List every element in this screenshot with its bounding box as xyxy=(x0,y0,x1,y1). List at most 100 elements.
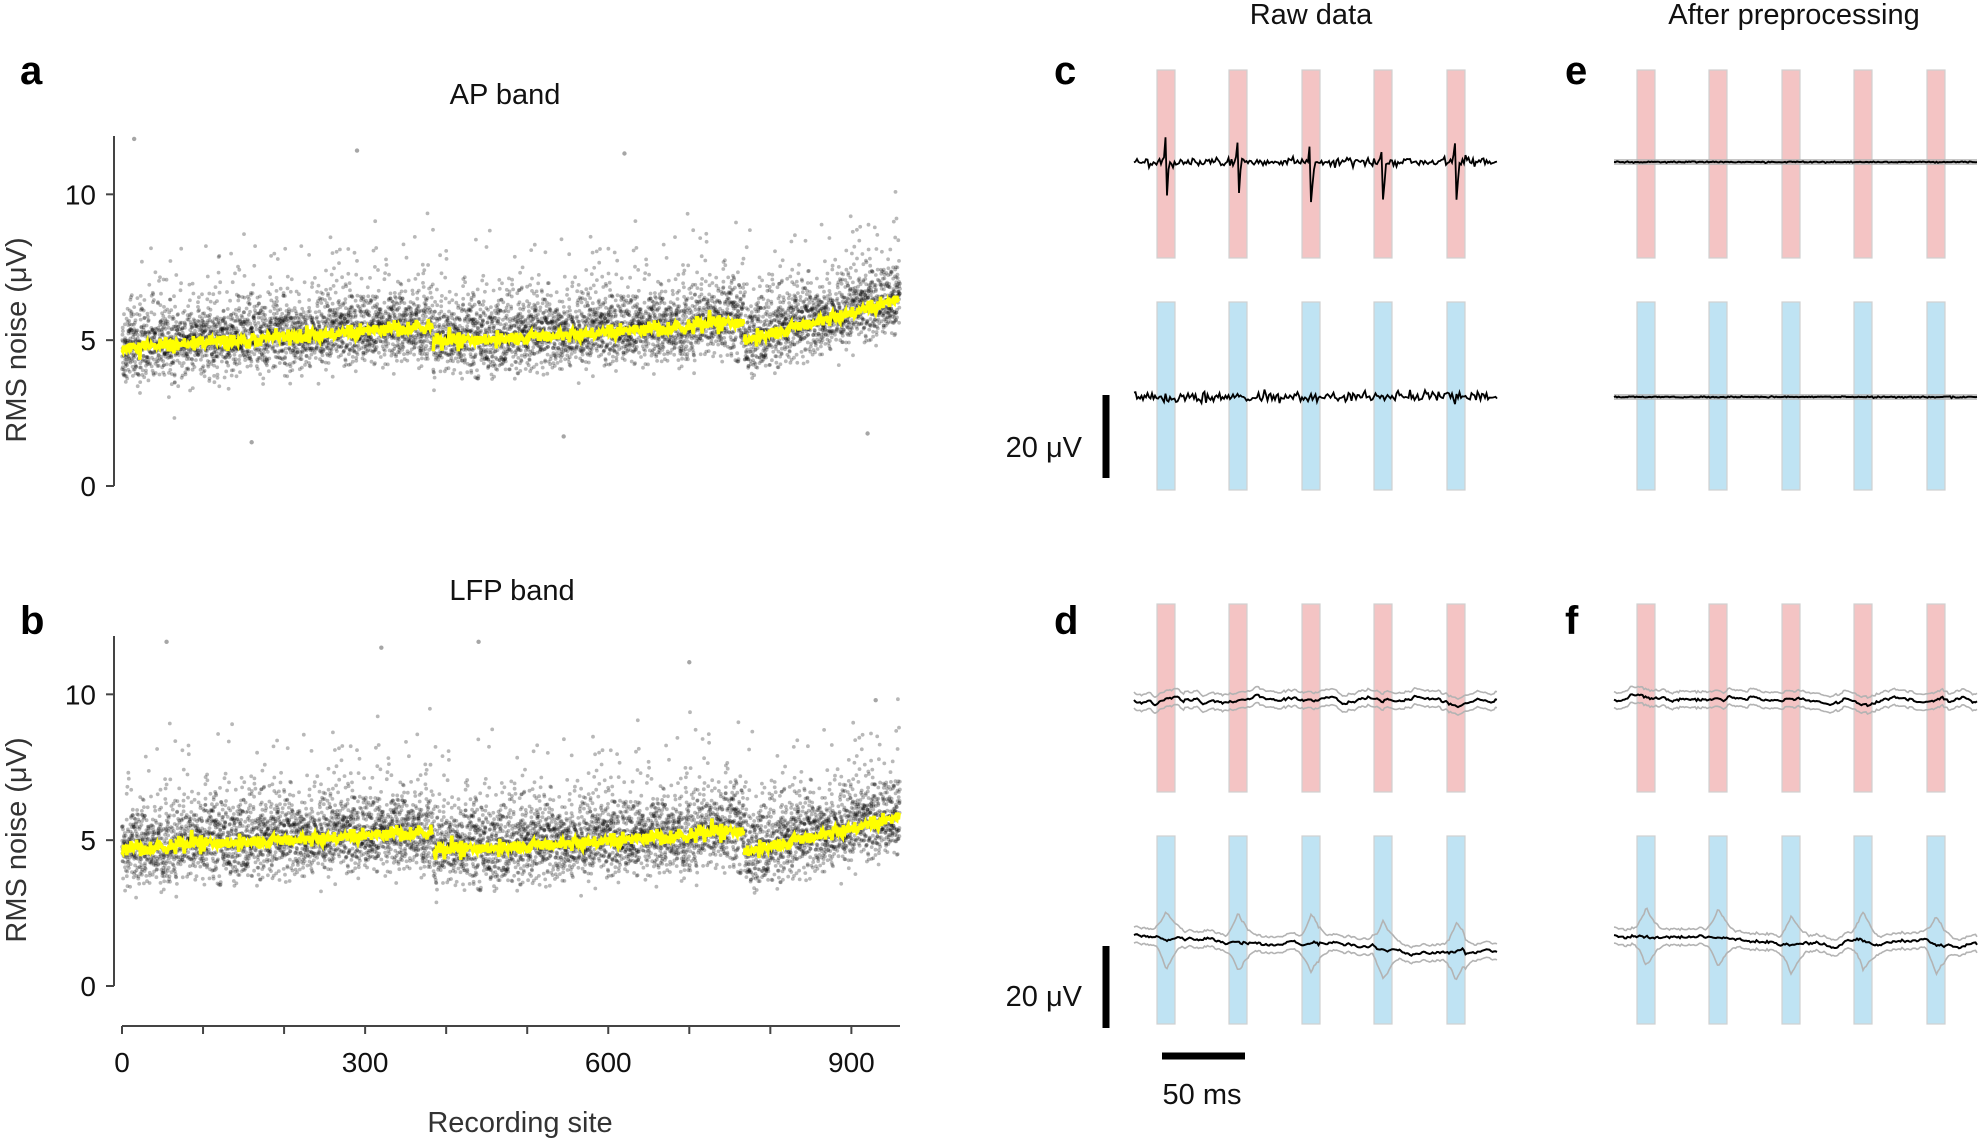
data-point xyxy=(635,295,640,299)
data-point xyxy=(382,352,387,357)
data-point xyxy=(362,358,367,363)
data-point xyxy=(265,363,269,368)
data-point xyxy=(128,336,133,341)
data-point xyxy=(388,315,393,319)
data-point xyxy=(386,341,391,346)
data-point xyxy=(280,311,285,316)
data-point xyxy=(501,300,506,305)
data-point xyxy=(125,320,130,324)
data-point xyxy=(602,348,607,353)
data-point xyxy=(307,305,311,310)
data-point xyxy=(206,364,211,369)
data-point xyxy=(288,289,293,294)
data-point xyxy=(135,336,140,341)
data-point xyxy=(124,357,129,362)
data-point xyxy=(176,384,181,389)
data-point xyxy=(479,328,483,333)
data-point xyxy=(676,358,681,362)
data-point xyxy=(143,330,147,335)
data-point xyxy=(393,315,397,320)
data-point xyxy=(285,286,290,291)
data-point xyxy=(652,372,656,376)
data-point xyxy=(632,318,637,323)
data-point xyxy=(497,278,502,282)
data-point xyxy=(642,277,647,281)
data-point xyxy=(140,259,144,264)
data-point xyxy=(377,350,381,355)
data-point xyxy=(301,310,306,315)
data-point xyxy=(354,356,359,360)
data-point xyxy=(595,278,599,282)
data-point xyxy=(120,332,125,337)
data-point xyxy=(134,330,139,335)
data-point xyxy=(138,302,142,306)
data-point xyxy=(335,310,339,315)
data-point xyxy=(123,322,127,327)
data-point xyxy=(145,311,150,316)
data-point xyxy=(320,359,325,364)
data-point xyxy=(255,367,260,371)
data-point xyxy=(500,281,504,286)
data-point xyxy=(420,356,424,361)
data-point xyxy=(284,303,289,308)
data-point xyxy=(208,299,213,304)
data-point xyxy=(421,285,426,289)
data-point xyxy=(611,359,615,364)
data-point xyxy=(346,271,351,276)
data-point xyxy=(283,294,287,298)
data-point xyxy=(242,310,247,315)
data-point xyxy=(343,297,348,301)
data-point xyxy=(231,368,236,372)
data-point xyxy=(519,348,523,353)
data-point xyxy=(579,300,584,305)
data-point xyxy=(250,291,255,296)
data-point xyxy=(468,309,473,313)
data-point xyxy=(138,339,142,344)
data-point xyxy=(129,310,134,314)
ylabel-a: RMS noise (μV) xyxy=(1,237,33,442)
data-point xyxy=(123,336,127,341)
data-point xyxy=(121,372,126,376)
data-point xyxy=(153,331,158,335)
data-point xyxy=(150,335,155,340)
data-point xyxy=(514,360,518,365)
data-point xyxy=(460,376,464,381)
data-point xyxy=(682,339,687,343)
data-point xyxy=(428,290,433,295)
data-point xyxy=(432,388,436,393)
data-point xyxy=(173,304,178,309)
data-point xyxy=(245,364,250,369)
data-point xyxy=(484,282,489,286)
data-point xyxy=(412,235,417,239)
data-point xyxy=(634,345,639,349)
data-point xyxy=(143,332,147,336)
data-point xyxy=(144,360,149,365)
data-point xyxy=(222,315,227,320)
data-point xyxy=(127,327,132,332)
data-point xyxy=(425,211,430,216)
data-point xyxy=(320,353,325,358)
data-point xyxy=(204,353,209,358)
data-point xyxy=(121,339,125,344)
data-point xyxy=(138,294,143,298)
data-point xyxy=(242,232,246,237)
data-point xyxy=(344,284,349,289)
data-point xyxy=(217,290,222,295)
data-point xyxy=(532,242,537,247)
data-point xyxy=(136,372,141,377)
data-point xyxy=(127,308,132,313)
data-point xyxy=(421,281,425,285)
data-point xyxy=(237,294,241,299)
data-point xyxy=(560,315,564,319)
data-point xyxy=(320,292,325,296)
data-point xyxy=(319,301,324,305)
data-point xyxy=(208,312,213,317)
data-point xyxy=(149,364,154,369)
data-point xyxy=(138,308,143,312)
data-point xyxy=(334,278,339,283)
data-point xyxy=(171,359,176,363)
data-point xyxy=(417,304,421,308)
data-point xyxy=(131,332,136,337)
data-point xyxy=(443,275,448,280)
data-point xyxy=(133,363,138,368)
